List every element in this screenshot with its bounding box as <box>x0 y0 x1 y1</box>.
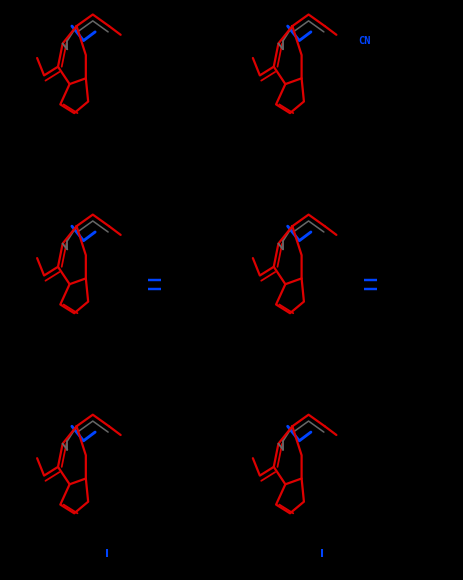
Text: I: I <box>105 549 108 559</box>
Text: I: I <box>320 549 324 559</box>
Text: CN: CN <box>357 35 369 46</box>
